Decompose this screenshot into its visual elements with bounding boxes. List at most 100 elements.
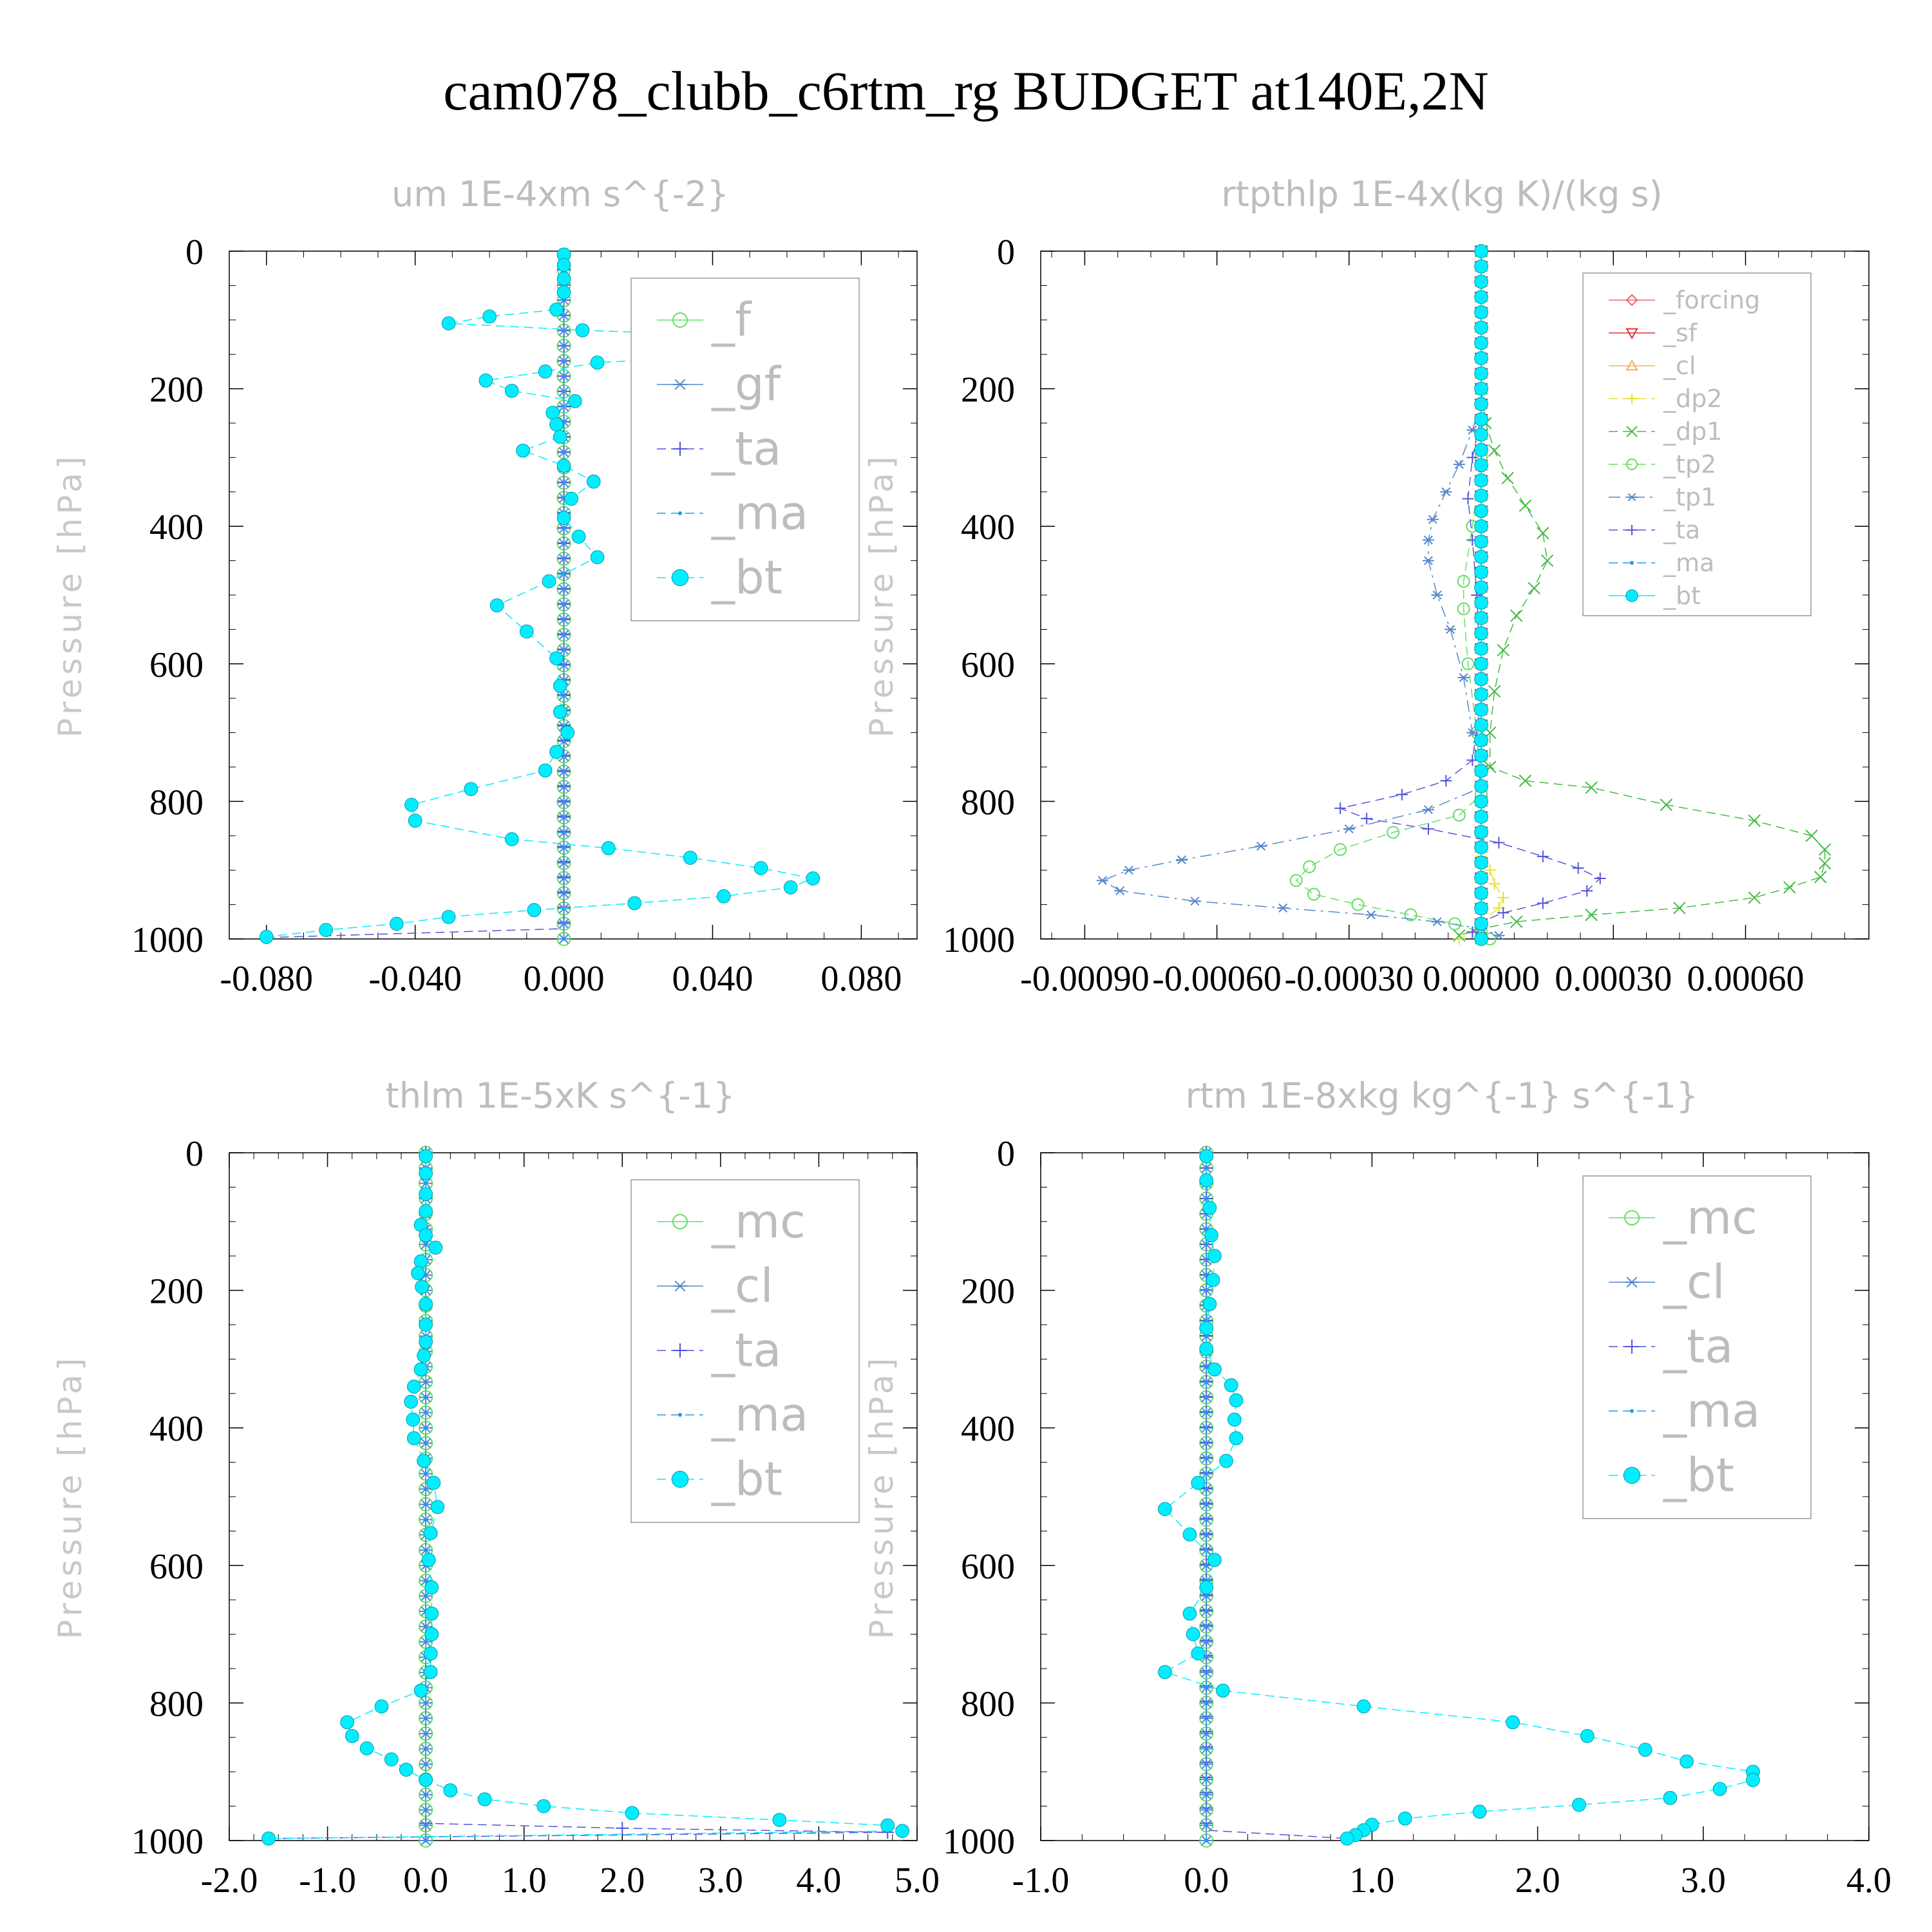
data-point-marker (562, 922, 566, 926)
data-point-marker (1204, 1594, 1209, 1598)
data-point-marker (562, 313, 566, 317)
data-point-marker (1594, 873, 1606, 885)
x-tick-label: 5.0 (895, 1861, 940, 1900)
data-point-marker (1440, 487, 1452, 497)
legend-marker (1625, 1276, 1639, 1288)
data-point-marker (419, 1166, 433, 1180)
data-point-marker (1303, 860, 1316, 873)
series-bt (1474, 244, 1488, 946)
data-point-marker (424, 1517, 428, 1522)
y-tick-label: 0 (997, 232, 1015, 272)
data-point-marker (562, 450, 566, 455)
data-point-marker (753, 861, 768, 875)
data-point-marker (616, 1821, 629, 1835)
chart-panel-1: um 1E-4xm s^{-2} Pressure [hPa] -0.080 -0.0… (52, 174, 918, 999)
data-point-marker (424, 1472, 428, 1476)
data-point-marker (1289, 874, 1303, 887)
data-point-marker (1204, 1517, 1209, 1522)
data-point-marker (443, 1783, 458, 1797)
data-point-marker (1351, 898, 1365, 911)
data-point-marker (562, 618, 566, 622)
legend-marker (1626, 426, 1638, 437)
data-point-marker (1204, 1716, 1209, 1721)
data-point-marker (1472, 1804, 1487, 1819)
data-point-marker (627, 896, 642, 911)
data-point-marker (1204, 1777, 1209, 1782)
series-ta (260, 248, 571, 944)
data-point-marker (419, 1228, 433, 1243)
x-tick-label: -0.00060 (1152, 959, 1282, 999)
data-point-marker (1114, 886, 1126, 896)
x-tick-label: 0.00030 (1555, 959, 1672, 999)
data-point-marker (1474, 290, 1488, 305)
legend-marker (678, 511, 682, 515)
data-point-marker (1474, 901, 1488, 916)
data-point-marker (1208, 1249, 1222, 1264)
data-point-marker (1748, 891, 1761, 904)
data-point-marker (1580, 1728, 1595, 1743)
data-point-marker (1457, 602, 1470, 616)
legend-label: _ta (711, 1323, 781, 1377)
data-point-marker (1814, 871, 1827, 884)
data-point-marker (562, 587, 566, 591)
data-point-marker (1204, 1823, 1209, 1828)
data-point-marker (424, 1578, 428, 1583)
data-point-marker (424, 1441, 428, 1445)
data-point-marker (560, 725, 575, 740)
y-tick-label: 0 (997, 1134, 1015, 1174)
legend-box (630, 278, 860, 621)
data-point-marker (1404, 908, 1417, 922)
data-point-marker (1457, 574, 1470, 588)
data-point-marker (421, 1553, 436, 1567)
data-point-marker (399, 1763, 413, 1777)
data-point-marker (716, 889, 731, 904)
data-point-marker (1199, 1173, 1214, 1188)
data-point-marker (404, 1394, 419, 1409)
data-point-marker (1204, 1166, 1209, 1170)
data-point-marker (1204, 1533, 1209, 1537)
series-tp1 (1096, 246, 1505, 940)
data-point-marker (1204, 1563, 1209, 1567)
legend-label: _bt (711, 550, 782, 604)
data-point-marker (1474, 764, 1488, 778)
data-point-marker (536, 1799, 551, 1814)
data-point-marker (1204, 1395, 1209, 1399)
data-point-marker (1474, 855, 1488, 870)
data-point-marker (562, 830, 566, 835)
x-tick-label: -1.0 (1012, 1861, 1070, 1900)
data-point-marker (1474, 810, 1488, 824)
plot-area (1096, 243, 1832, 947)
data-point-marker (562, 556, 566, 561)
data-point-marker (261, 1831, 276, 1846)
data-point-marker (1474, 886, 1488, 900)
data-point-marker (562, 876, 566, 880)
data-point-marker (1204, 1334, 1209, 1338)
data-point-marker (1783, 881, 1796, 894)
data-point-marker (542, 574, 556, 589)
legend-label: _ma (1663, 549, 1714, 577)
data-point-marker (783, 880, 798, 895)
data-point-marker (424, 1242, 428, 1247)
data-point-marker (562, 694, 566, 698)
data-point-marker (1186, 1627, 1200, 1642)
data-point-marker (1493, 931, 1505, 940)
data-point-marker (1474, 549, 1488, 564)
data-point-marker (389, 916, 404, 931)
data-point-marker (1204, 1426, 1209, 1430)
data-point-marker (568, 393, 582, 408)
x-tick-label: 0.000 (524, 959, 605, 999)
y-tick-label: 800 (961, 782, 1015, 822)
data-point-marker (564, 491, 578, 506)
data-point-marker (1474, 733, 1488, 748)
legend-label: _ta (1663, 1319, 1733, 1373)
x-tick-label: 0.040 (672, 959, 753, 999)
data-point-marker (553, 705, 567, 719)
data-point-marker (1488, 685, 1501, 698)
data-point-marker (1431, 590, 1443, 600)
legend-label: _forcing (1663, 286, 1760, 314)
data-point-marker (1334, 802, 1347, 815)
data-point-marker (423, 1665, 438, 1680)
data-point-marker (1474, 717, 1488, 732)
data-point-marker (1452, 808, 1466, 822)
data-point-marker (1474, 458, 1488, 473)
